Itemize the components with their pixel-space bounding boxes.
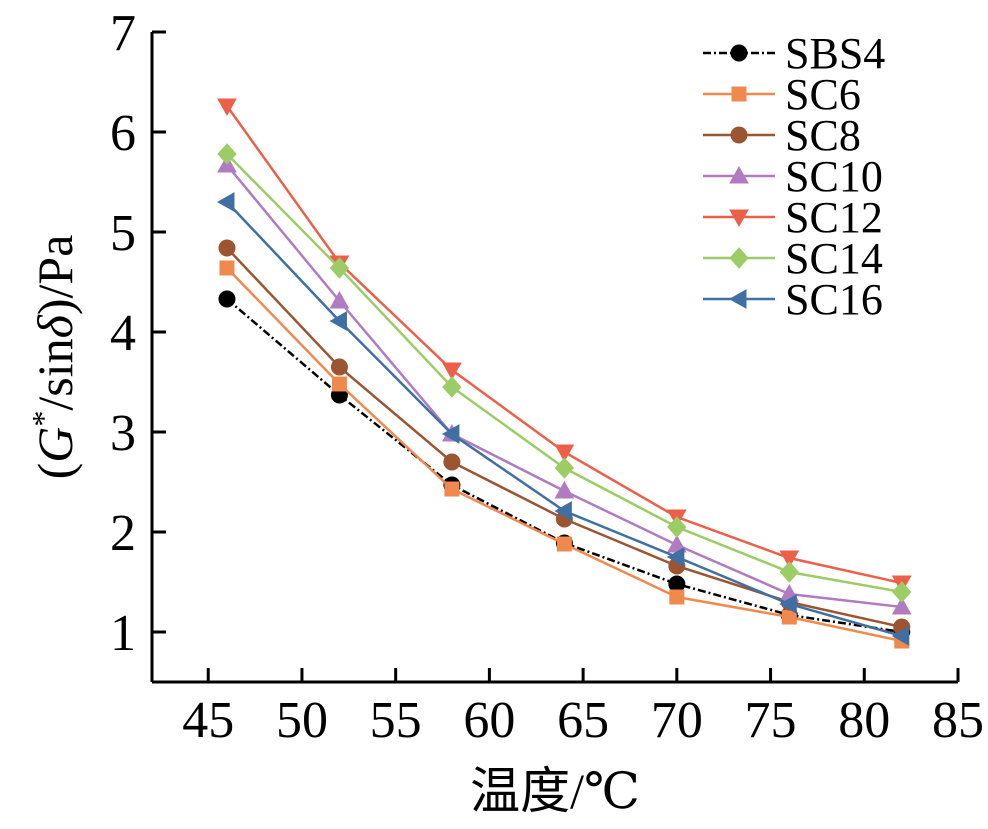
- data-point-SC16: [216, 192, 235, 212]
- y-axis-title: (G*/sinδ)/Pa: [25, 235, 83, 480]
- y-tick-label: 3: [110, 405, 136, 462]
- data-point-SC16: [441, 424, 460, 444]
- data-point-SC16: [779, 594, 797, 614]
- series-layer: [216, 98, 912, 649]
- data-point-SC14: [779, 561, 799, 583]
- legend-label-SC16: SC16: [785, 275, 883, 324]
- y-tick-label: 5: [110, 205, 136, 262]
- data-point-SC8: [443, 453, 461, 471]
- data-point-SC8: [218, 239, 236, 257]
- data-point-SC12: [779, 550, 800, 569]
- data-point-SC14: [442, 376, 462, 398]
- legend-label-SC14: SC14: [785, 234, 883, 283]
- x-axis-title: 温度/℃: [470, 763, 640, 819]
- data-point-SC14: [329, 257, 350, 279]
- legend-marker-SC10: [729, 165, 749, 184]
- data-point-SC14: [667, 516, 687, 538]
- data-point-SC16: [666, 547, 685, 567]
- data-point-SC10: [329, 290, 350, 309]
- y-axis-title-delta: δ: [27, 314, 83, 338]
- y-tick-label: 4: [110, 305, 136, 362]
- legend-marker-SC16: [728, 289, 747, 309]
- x-tick-label: 60: [463, 692, 515, 749]
- data-point-SC10: [891, 596, 912, 615]
- series-SC14: [217, 143, 912, 603]
- data-point-SC6: [556, 536, 572, 552]
- x-tick-label: 80: [838, 692, 890, 749]
- x-tick-label: 55: [370, 692, 422, 749]
- y-tick-label: 7: [110, 5, 136, 62]
- x-tick-label: 70: [651, 692, 703, 749]
- x-tick-label: 50: [276, 692, 328, 749]
- legend-label-SC10: SC10: [785, 152, 883, 201]
- legend-marker-SC14: [729, 247, 749, 269]
- y-axis-title-star: *: [25, 411, 61, 427]
- y-tick-label: 6: [110, 105, 136, 162]
- x-tick-label: 85: [932, 692, 984, 749]
- y-tick-label: 1: [110, 605, 136, 662]
- x-tick-label: 75: [745, 692, 797, 749]
- data-point-SC6: [331, 376, 347, 392]
- y-axis-title-unit: )/Pa: [27, 235, 83, 316]
- legend-label-SBS4: SBS4: [785, 29, 885, 78]
- data-point-SBS4: [218, 290, 236, 308]
- legend-marker-SBS4: [730, 44, 748, 62]
- y-axis-title-g: G: [27, 427, 83, 463]
- legend-label-SC8: SC8: [785, 111, 861, 160]
- data-point-SC10: [554, 480, 575, 499]
- x-tick-label: 65: [557, 692, 609, 749]
- data-point-SC16: [329, 311, 347, 331]
- legend-marker-SC12: [729, 209, 749, 228]
- legend-label-SC6: SC6: [785, 70, 861, 119]
- axes: [150, 32, 958, 684]
- data-point-SC12: [554, 444, 575, 463]
- x-tick-label: 45: [182, 692, 234, 749]
- series-SC6: [219, 260, 910, 649]
- data-point-SC14: [217, 143, 237, 165]
- data-point-SC8: [330, 358, 348, 376]
- legend-marker-SC6: [731, 86, 747, 102]
- legend-label-SC12: SC12: [785, 193, 883, 242]
- data-point-SC12: [442, 362, 462, 381]
- data-point-SC16: [554, 501, 572, 521]
- legend-marker-SC8: [730, 126, 748, 144]
- series-SC16: [216, 192, 910, 646]
- data-point-SC6: [444, 481, 460, 497]
- data-point-SC14: [892, 581, 912, 603]
- data-point-SC6: [219, 260, 235, 276]
- y-axis-title-sin: /sin: [27, 338, 83, 410]
- data-point-SC6: [669, 589, 685, 605]
- y-tick-label: 2: [110, 505, 136, 562]
- data-point-SC16: [891, 626, 910, 646]
- data-point-SC14: [554, 457, 575, 479]
- y-axis-title-open: (: [27, 463, 83, 480]
- data-point-SC12: [217, 98, 237, 117]
